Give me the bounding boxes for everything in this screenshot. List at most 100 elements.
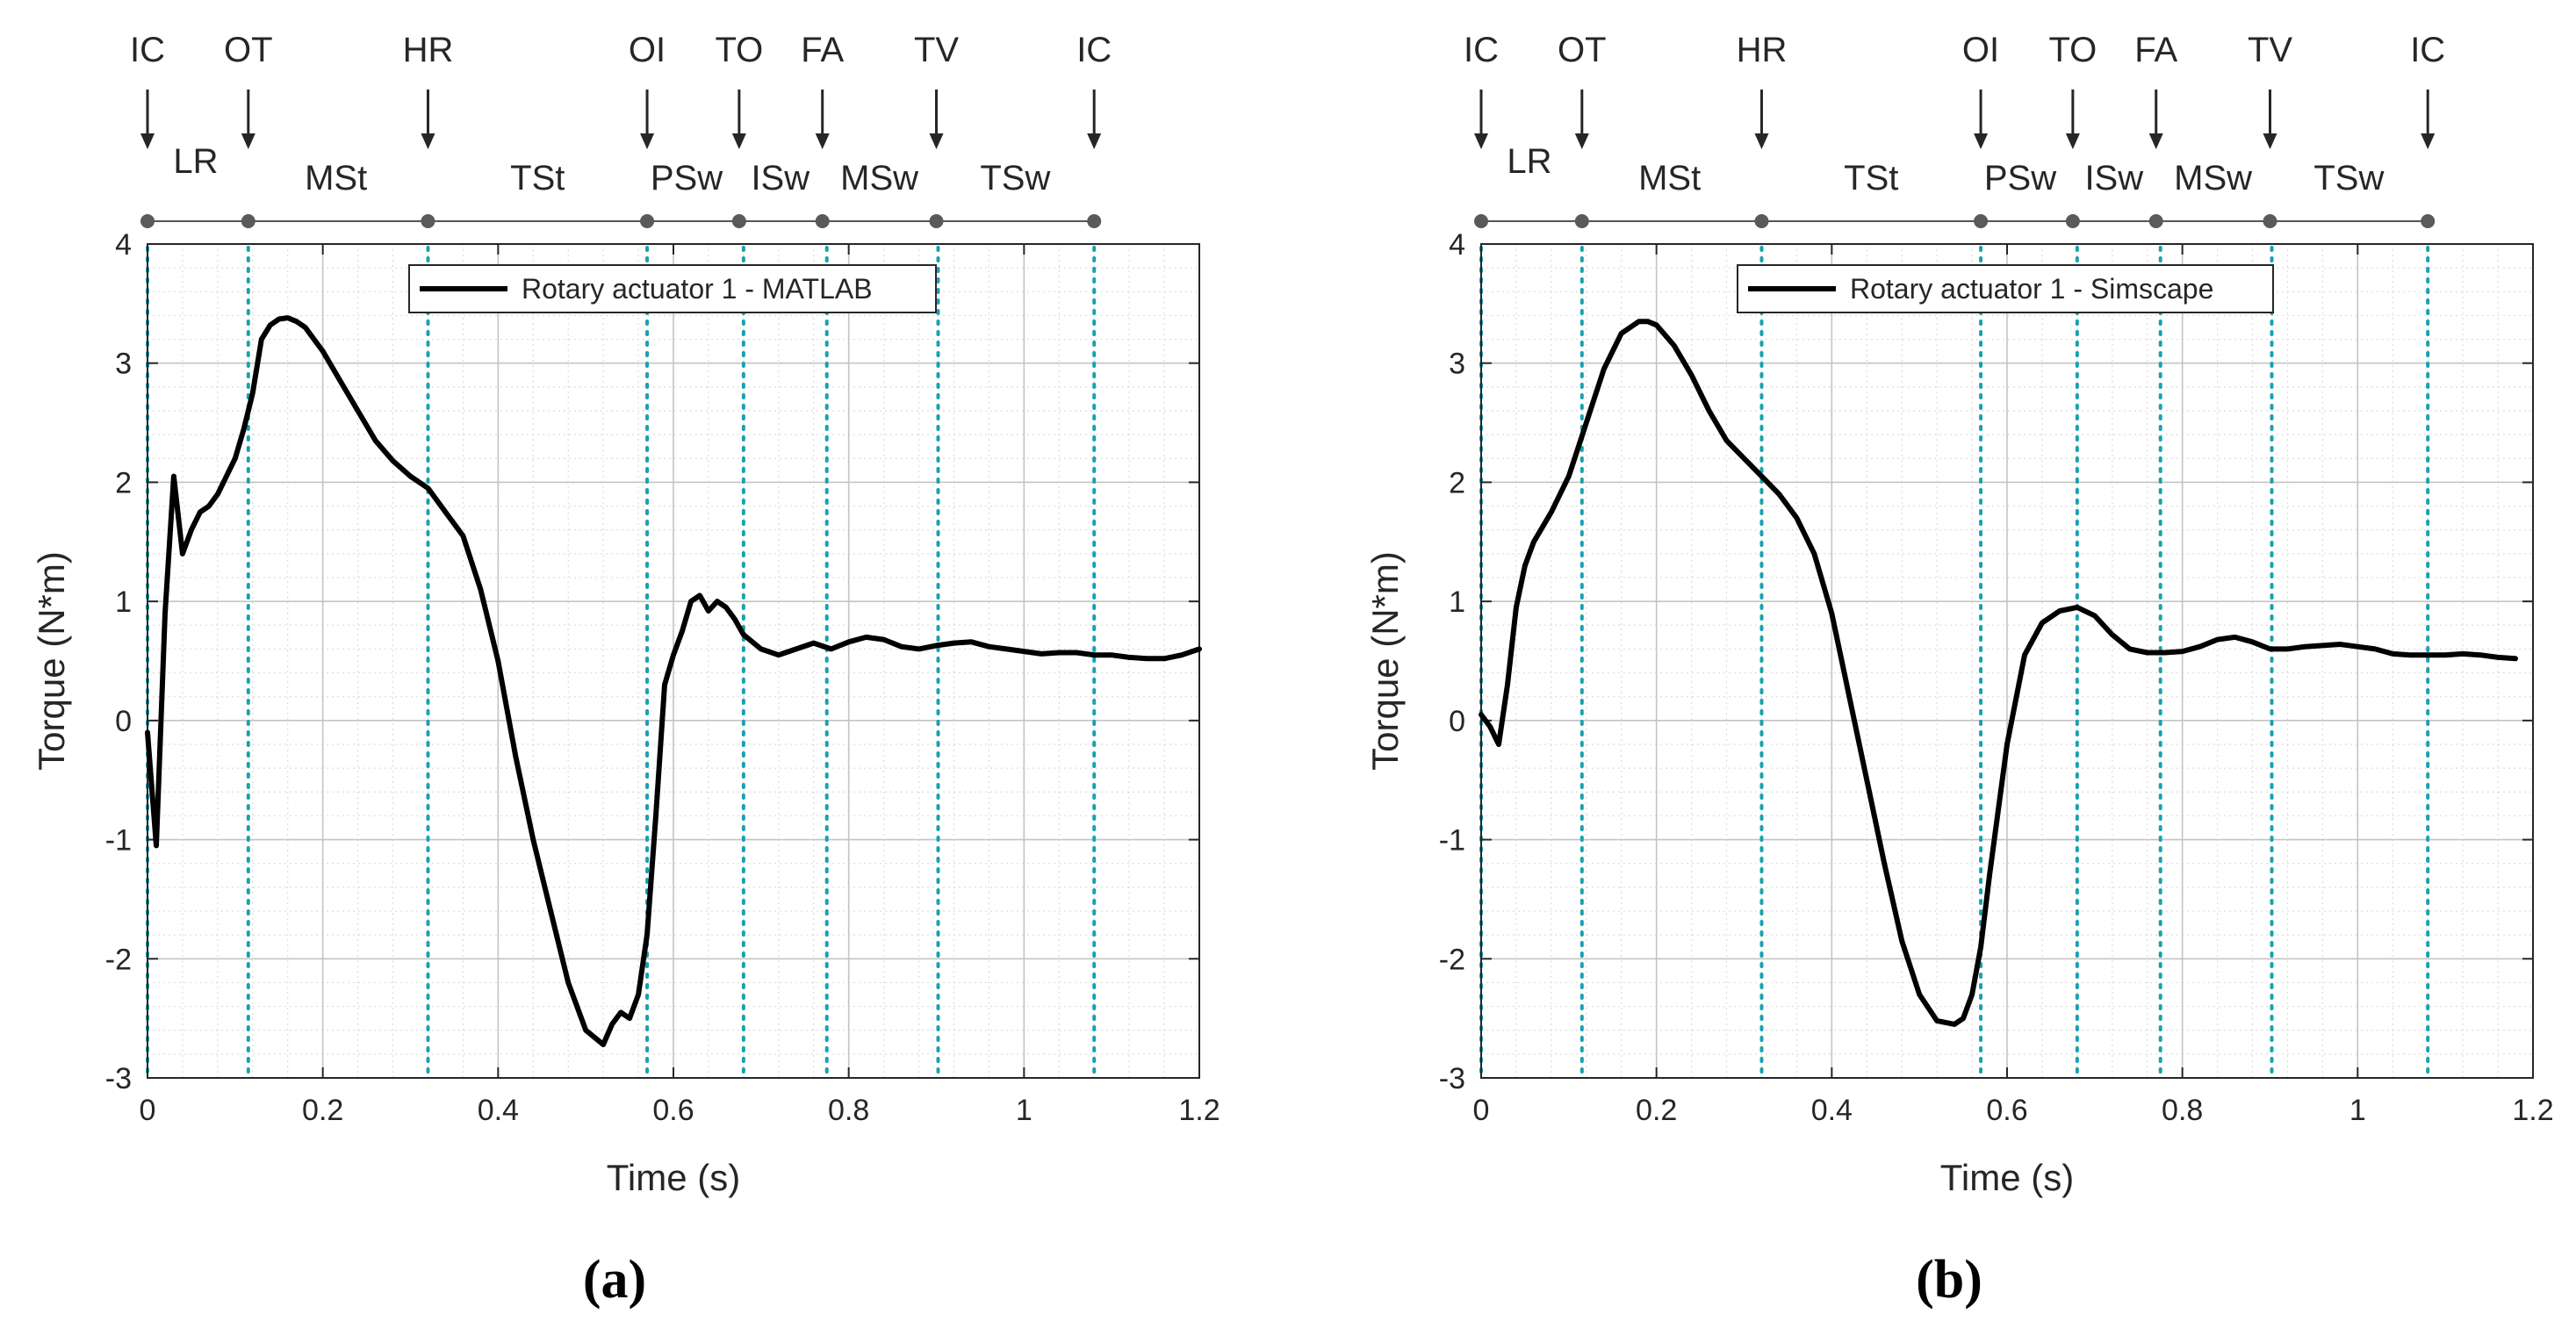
gait-phase-label: MSt <box>1638 159 1701 198</box>
down-arrow-head-icon <box>640 133 655 149</box>
gait-header: IC OT HR OI TO FA TV IC LR MSt TSt PSw ISw MSw TSw <box>1464 31 2445 228</box>
y-tick-label: 1 <box>1449 585 1465 619</box>
gait-event-dot <box>1087 214 1102 228</box>
x-axis-label: Time (s) <box>607 1157 740 1198</box>
y-tick-label: -1 <box>105 824 132 858</box>
legend-label: Rotary actuator 1 - MATLAB <box>522 273 873 305</box>
gait-phase-label: LR <box>1507 142 1551 181</box>
data-series-line <box>145 315 1202 1047</box>
gait-phase-label: TSt <box>510 159 565 198</box>
x-tick-label: 0.6 <box>652 1094 694 1127</box>
chart-panel-a: 0 0.2 0.4 0.6 0.8 1 1.2 -3 -2 -1 0 1 2 3 4 Time (s) Torq… <box>31 31 1220 1310</box>
x-tick-label: 1.2 <box>1178 1094 1220 1127</box>
gait-event-label: FA <box>2134 31 2177 69</box>
gait-event-dot <box>731 214 746 228</box>
gait-phase-label: TSw <box>980 159 1050 198</box>
gait-event-dot <box>1754 214 1769 228</box>
gait-phase-label: TSw <box>2313 159 2384 198</box>
gait-event-label: IC <box>1464 31 1499 69</box>
gait-phase-label: MSw <box>840 159 918 198</box>
x-tick-label: 0.6 <box>1986 1094 2027 1127</box>
y-tick-label: 0 <box>115 705 132 738</box>
data-series-line <box>1479 319 2518 1027</box>
gait-event-dot <box>1974 214 1989 228</box>
y-tick-label: -2 <box>105 943 132 976</box>
gait-phase-label: TSt <box>1844 159 1898 198</box>
y-tick-label: 3 <box>1449 348 1465 381</box>
x-tick-label: 0.2 <box>302 1094 343 1127</box>
down-arrow-head-icon <box>1754 133 1769 149</box>
gait-event-dot <box>1474 214 1488 228</box>
gait-event-label: HR <box>403 31 454 69</box>
x-tick-label: 0.8 <box>2162 1094 2203 1127</box>
gait-phase-label: LR <box>173 142 218 181</box>
y-tick-label: 4 <box>1449 228 1465 262</box>
x-tick-label: 1 <box>1016 1094 1033 1127</box>
y-tick-label: 2 <box>1449 466 1465 499</box>
x-tick-label: 1 <box>2349 1094 2366 1127</box>
y-tick-label: -2 <box>1439 943 1465 976</box>
down-arrow-head-icon <box>731 133 746 149</box>
panel-caption: (a) <box>583 1250 646 1310</box>
y-tick-label: -3 <box>1439 1062 1465 1095</box>
gait-event-label: TO <box>2048 31 2097 69</box>
down-arrow-head-icon <box>2148 133 2163 149</box>
down-arrow-head-icon <box>815 133 830 149</box>
gait-phase-label: ISw <box>2084 159 2143 198</box>
chart-panel-b: 0 0.2 0.4 0.6 0.8 1 1.2 -3 -2 -1 0 1 2 3 4 Time (s) Torq… <box>1364 31 2554 1310</box>
y-tick-label: -1 <box>1439 824 1465 858</box>
down-arrow-head-icon <box>2421 133 2436 149</box>
y-axis-label: Torque (N*m) <box>31 551 72 771</box>
gait-phase-label: PSw <box>1984 159 2056 198</box>
gait-event-dot <box>2065 214 2080 228</box>
down-arrow-head-icon <box>2263 133 2277 149</box>
down-arrow-head-icon <box>1474 133 1488 149</box>
gait-event-dot <box>241 214 255 228</box>
gait-event-label: FA <box>801 31 844 69</box>
gait-event-label: IC <box>1076 31 1112 69</box>
gait-phase-label: PSw <box>651 159 723 198</box>
x-tick-label: 0 <box>1473 1094 1490 1127</box>
gait-event-label: TO <box>715 31 763 69</box>
x-axis-label: Time (s) <box>1940 1157 2074 1198</box>
gait-event-dot <box>1574 214 1589 228</box>
down-arrow-head-icon <box>140 133 155 149</box>
gait-event-dot <box>2421 214 2436 228</box>
legend: Rotary actuator 1 - MATLAB <box>408 264 937 313</box>
gait-phase-label: MSt <box>305 159 367 198</box>
x-tick-label: 0.4 <box>478 1094 519 1127</box>
y-tick-label: 0 <box>1449 705 1465 738</box>
y-axis-label: Torque (N*m) <box>1364 551 1406 771</box>
x-tick-label: 0.8 <box>828 1094 869 1127</box>
x-tick-label: 0.4 <box>1811 1094 1853 1127</box>
gait-event-dot <box>929 214 944 228</box>
gait-event-label: OI <box>1962 31 1999 69</box>
gait-phase-label: MSw <box>2174 159 2252 198</box>
gait-event-dot <box>2263 214 2277 228</box>
x-tick-label: 0 <box>140 1094 156 1127</box>
down-arrow-head-icon <box>1087 133 1102 149</box>
legend-label: Rotary actuator 1 - Simscape <box>1850 273 2213 305</box>
y-tick-label: 4 <box>115 228 132 262</box>
y-tick-label: -3 <box>105 1062 132 1095</box>
gait-event-dot <box>140 214 155 228</box>
gait-event-label: TV <box>914 31 959 69</box>
gait-event-label: OT <box>224 31 273 69</box>
y-tick-label: 3 <box>115 348 132 381</box>
y-tick-label: 2 <box>115 466 132 499</box>
x-tick-label: 0.2 <box>1636 1094 1677 1127</box>
down-arrow-head-icon <box>421 133 435 149</box>
gait-event-dot <box>421 214 435 228</box>
gait-event-label: HR <box>1737 31 1788 69</box>
gait-event-dot <box>2148 214 2163 228</box>
gait-event-dot <box>640 214 655 228</box>
y-tick-label: 1 <box>115 585 132 619</box>
gait-event-label: OI <box>629 31 666 69</box>
gait-header: IC OT HR OI TO FA TV IC LR MSt TSt PSw ISw MSw TSw <box>130 31 1112 228</box>
down-arrow-head-icon <box>2065 133 2080 149</box>
gait-event-label: IC <box>130 31 165 69</box>
gait-event-label: OT <box>1558 31 1607 69</box>
panel-caption: (b) <box>1916 1250 1982 1310</box>
down-arrow-head-icon <box>1974 133 1989 149</box>
